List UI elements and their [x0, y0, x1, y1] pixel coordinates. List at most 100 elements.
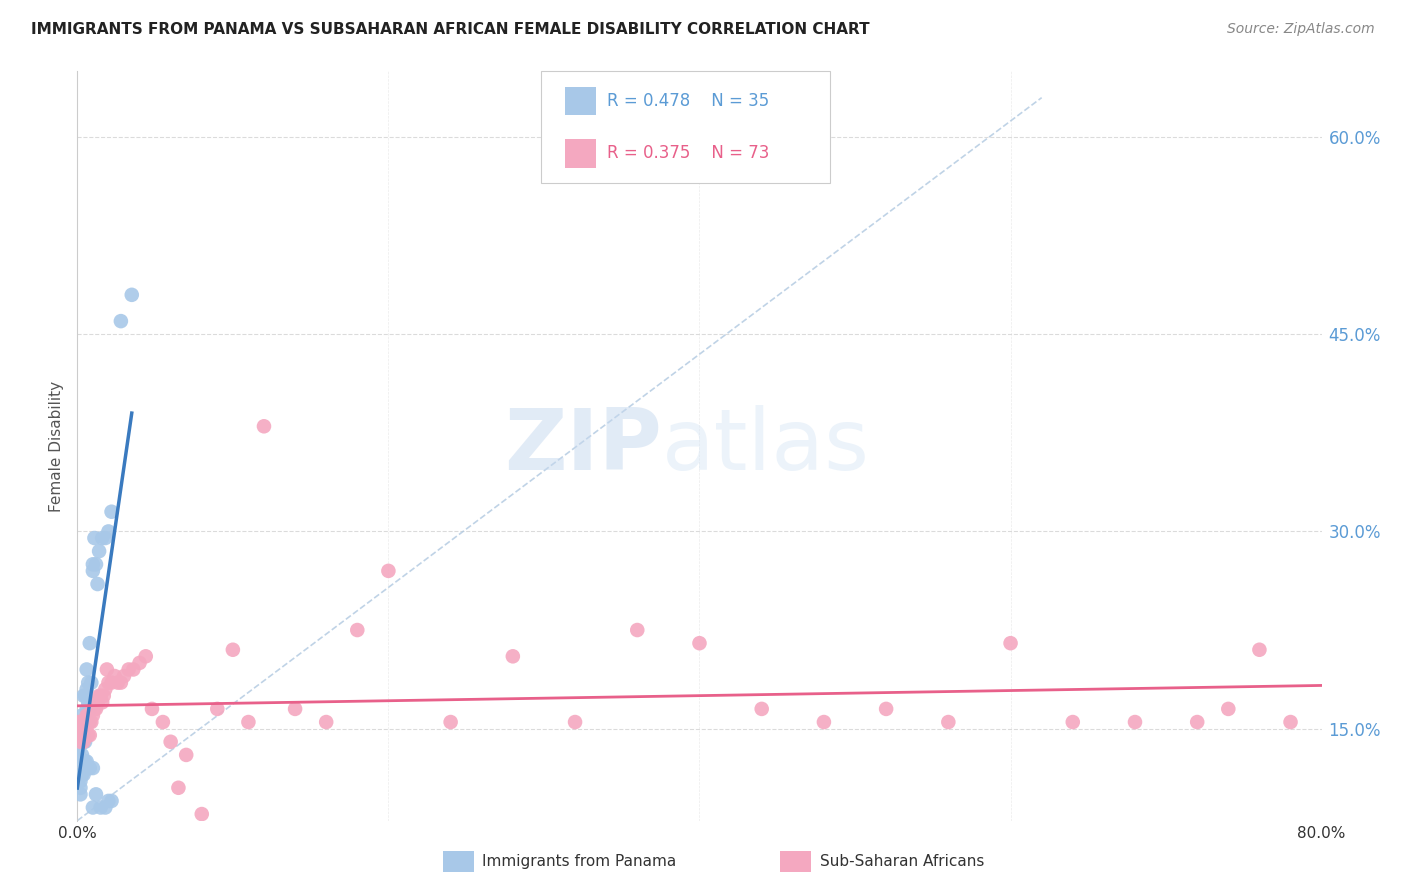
Point	[84, 702, 107, 716]
Point	[70, 708, 93, 723]
Point	[502, 649, 524, 664]
Point	[83, 702, 105, 716]
Point	[94, 800, 117, 814]
Point	[76, 714, 98, 729]
Point	[159, 735, 181, 749]
Point	[377, 564, 399, 578]
Point	[75, 714, 97, 729]
Point	[90, 800, 112, 814]
Point	[79, 714, 101, 729]
Point	[121, 288, 143, 302]
Point	[67, 747, 90, 762]
Point	[75, 728, 97, 742]
Point	[813, 714, 835, 729]
Point	[75, 735, 97, 749]
Point	[118, 663, 141, 677]
Point	[76, 728, 98, 742]
Point	[91, 695, 114, 709]
Point	[110, 675, 132, 690]
Point	[315, 714, 337, 729]
Point	[107, 675, 129, 690]
Point	[82, 558, 104, 572]
Y-axis label: Female Disability: Female Disability	[49, 380, 65, 512]
Point	[69, 728, 91, 742]
Point	[72, 735, 94, 749]
Point	[91, 531, 114, 545]
Point	[86, 577, 108, 591]
Point	[253, 419, 276, 434]
Point	[67, 714, 90, 729]
Point	[167, 780, 190, 795]
Point	[122, 663, 145, 677]
Point	[190, 807, 214, 822]
Point	[100, 675, 122, 690]
Point	[76, 682, 98, 697]
Point	[77, 695, 100, 709]
Point	[82, 702, 104, 716]
Text: Sub-Saharan Africans: Sub-Saharan Africans	[820, 855, 984, 869]
Point	[75, 755, 97, 769]
Point	[875, 702, 897, 716]
Point	[67, 767, 90, 781]
Point	[76, 663, 98, 677]
Point	[69, 774, 91, 789]
Point	[100, 794, 122, 808]
Point	[86, 695, 108, 709]
Point	[1279, 714, 1302, 729]
Point	[82, 708, 104, 723]
Point	[72, 689, 94, 703]
Point	[96, 663, 118, 677]
Point	[689, 636, 711, 650]
Point	[87, 689, 110, 703]
Point	[90, 689, 112, 703]
Point	[77, 761, 100, 775]
Point	[79, 702, 101, 716]
Point	[135, 649, 157, 664]
Point	[238, 714, 260, 729]
Point	[222, 642, 245, 657]
Point	[97, 675, 120, 690]
Point	[80, 714, 103, 729]
Point	[72, 735, 94, 749]
Point	[77, 708, 100, 723]
Point	[626, 623, 648, 637]
Point	[82, 564, 104, 578]
Point	[72, 728, 94, 742]
Point	[346, 623, 368, 637]
Point	[76, 708, 98, 723]
Point	[97, 524, 120, 539]
Point	[100, 505, 122, 519]
Point	[79, 728, 101, 742]
Point	[70, 767, 93, 781]
Point	[82, 800, 104, 814]
Point	[70, 755, 93, 769]
Point	[564, 714, 586, 729]
Point	[110, 314, 132, 328]
Point	[77, 675, 100, 690]
Point	[70, 714, 93, 729]
Point	[83, 531, 105, 545]
Point	[84, 558, 107, 572]
Point	[1062, 714, 1084, 729]
Point	[94, 682, 117, 697]
Text: R = 0.375    N = 73: R = 0.375 N = 73	[607, 145, 769, 162]
Point	[79, 636, 101, 650]
Text: IMMIGRANTS FROM PANAMA VS SUBSAHARAN AFRICAN FEMALE DISABILITY CORRELATION CHART: IMMIGRANTS FROM PANAMA VS SUBSAHARAN AFR…	[31, 22, 869, 37]
Point	[207, 702, 229, 716]
Point	[751, 702, 773, 716]
Point	[77, 714, 100, 729]
Point	[1123, 714, 1146, 729]
Text: R = 0.478    N = 35: R = 0.478 N = 35	[607, 92, 769, 110]
Text: Source: ZipAtlas.com: Source: ZipAtlas.com	[1227, 22, 1375, 37]
Point	[69, 788, 91, 802]
Point	[141, 702, 163, 716]
Point	[72, 714, 94, 729]
Point	[104, 669, 127, 683]
Point	[76, 714, 98, 729]
Point	[93, 689, 115, 703]
Text: ZIP: ZIP	[505, 404, 662, 488]
Point	[67, 728, 90, 742]
Point	[70, 722, 93, 736]
Point	[77, 728, 100, 742]
Point	[75, 722, 97, 736]
